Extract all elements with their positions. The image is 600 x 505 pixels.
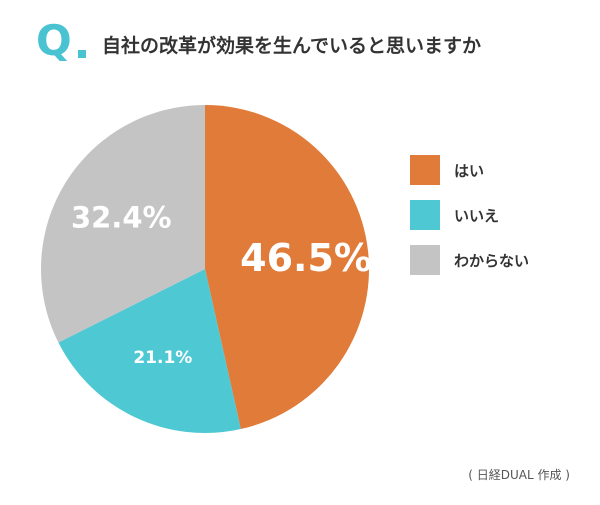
legend-swatch-no (410, 200, 440, 230)
slice-label-yes: 46.5% (240, 236, 372, 280)
legend-label-unknown: わからない (454, 251, 530, 270)
source-note: ( 日経DUAL 作成 ) (468, 468, 570, 482)
legend-item-unknown: わからない (410, 245, 529, 275)
legend-label-yes: はい (454, 161, 485, 180)
pie-slice-no (58, 269, 241, 433)
legend-label-no: いいえ (454, 206, 500, 225)
chart-title: 自社の改革が効果を生んでいると思いますか (102, 35, 482, 57)
legend-item-yes: はい (410, 155, 484, 185)
pie-slice-unknown (40, 105, 206, 343)
legend-item-no: いいえ (410, 200, 499, 230)
q-dot (78, 50, 86, 58)
q-mark: Q (36, 16, 72, 65)
legend-swatch-unknown (410, 245, 440, 275)
pie-slice-yes (205, 105, 369, 430)
slice-label-no: 21.1% (133, 348, 192, 368)
slice-label-unknown: 32.4% (71, 200, 172, 234)
legend-swatch-yes (410, 155, 440, 185)
